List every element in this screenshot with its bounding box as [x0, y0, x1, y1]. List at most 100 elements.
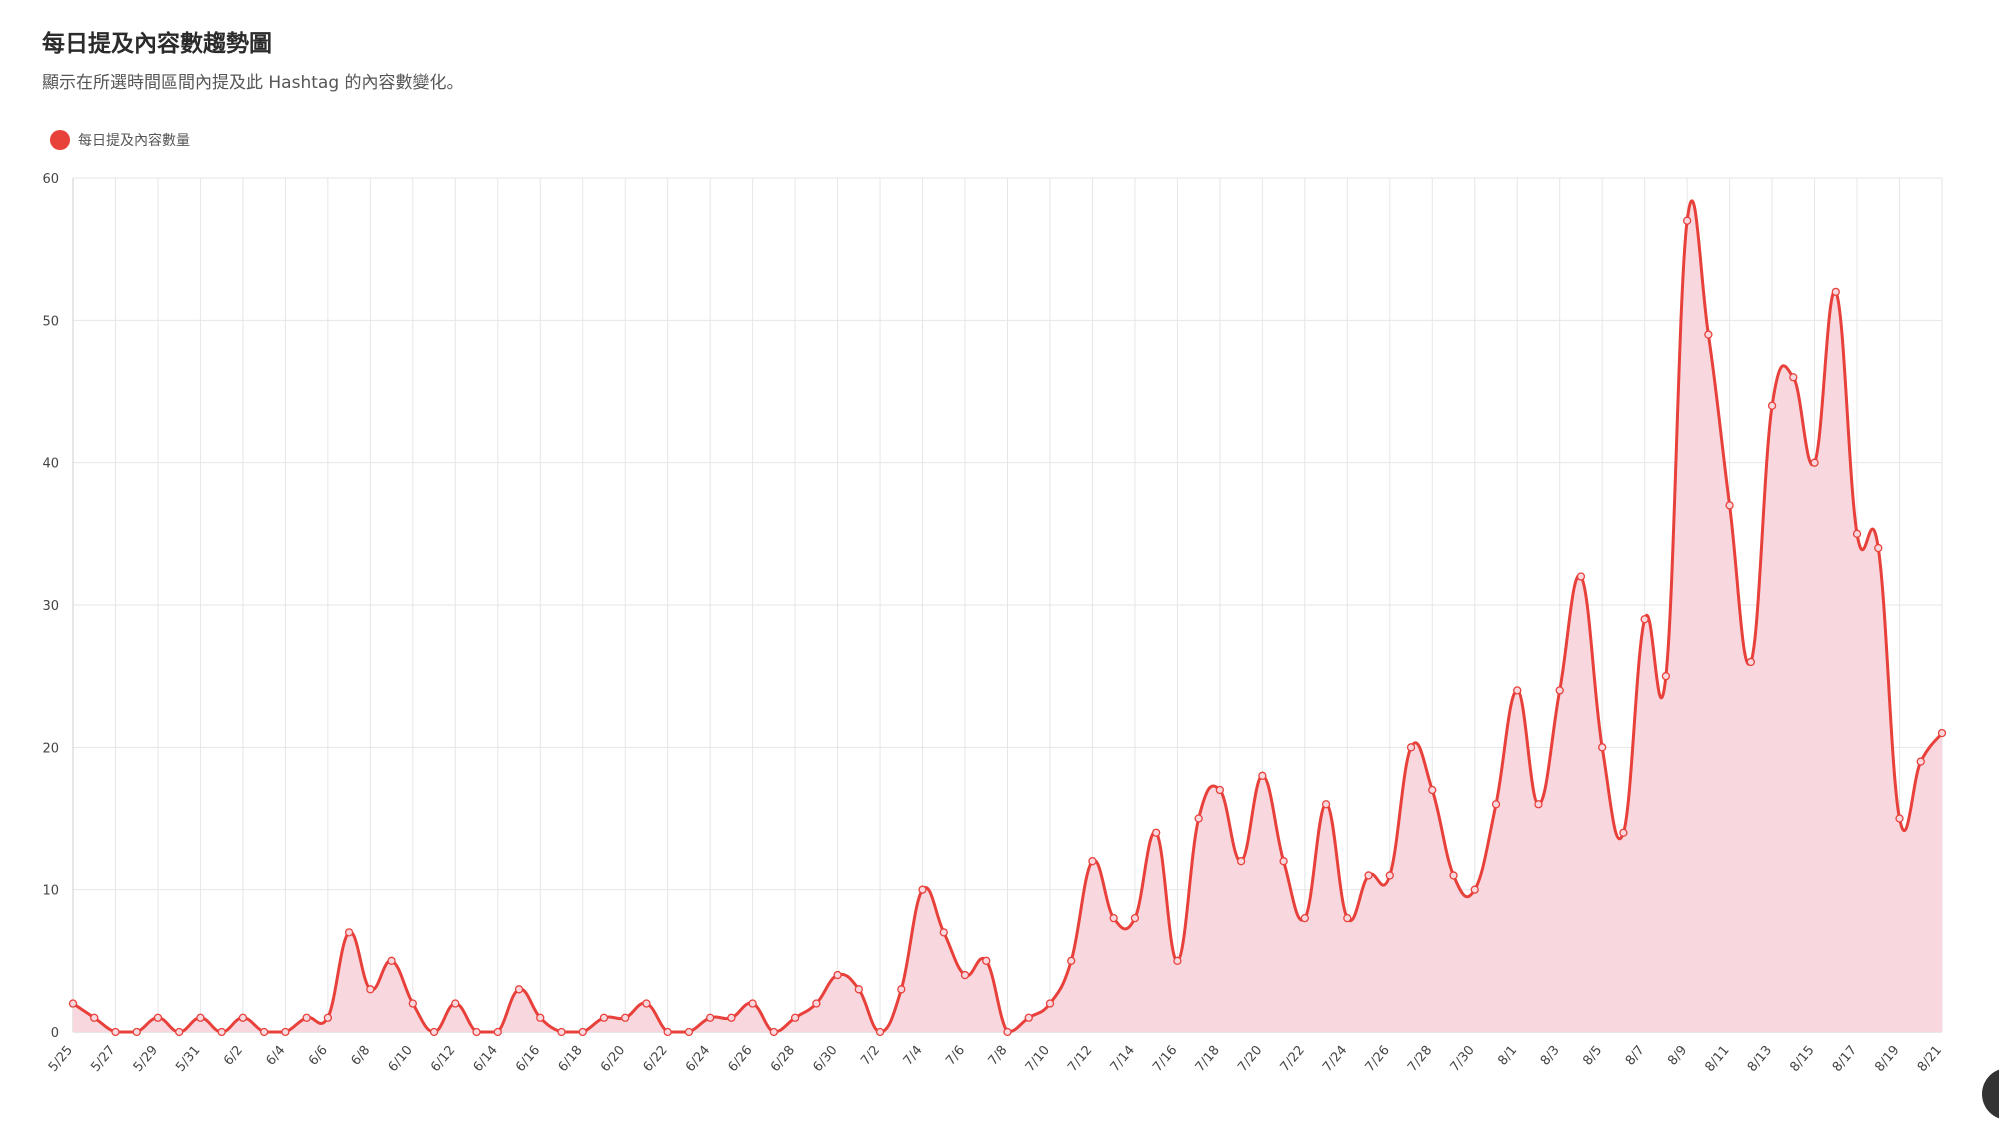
data-point[interactable] [1194, 814, 1203, 823]
data-point[interactable] [1343, 913, 1352, 923]
data-point[interactable] [1534, 800, 1543, 809]
data-point[interactable] [1916, 757, 1925, 766]
data-point[interactable] [387, 956, 396, 965]
data-point[interactable] [557, 1027, 566, 1037]
data-point[interactable] [982, 956, 991, 965]
data-point[interactable] [1109, 913, 1118, 923]
data-point[interactable] [918, 885, 927, 894]
data-point[interactable] [939, 928, 948, 937]
data-point[interactable] [1364, 871, 1373, 880]
chart-legend[interactable]: 每日提及內容數量 [50, 130, 190, 150]
data-point[interactable] [1152, 828, 1161, 837]
data-point[interactable] [1003, 1027, 1012, 1037]
x-tick-label: 6/28 [768, 1043, 798, 1075]
data-point[interactable] [748, 999, 757, 1008]
data-point[interactable] [323, 1013, 333, 1022]
x-tick-label: 8/17 [1830, 1043, 1860, 1075]
x-tick-label: 7/4 [901, 1043, 926, 1069]
data-point[interactable] [1767, 401, 1777, 410]
data-point[interactable] [1491, 800, 1501, 809]
data-point[interactable] [1598, 743, 1607, 752]
data-point[interactable] [1088, 857, 1097, 866]
data-point[interactable] [1173, 956, 1182, 965]
data-point[interactable] [1789, 373, 1798, 382]
data-point[interactable] [366, 985, 375, 994]
data-point[interactable] [536, 1013, 545, 1022]
data-point[interactable] [769, 1027, 779, 1037]
y-tick-label: 10 [42, 884, 59, 899]
data-point[interactable] [344, 928, 354, 937]
data-point[interactable] [281, 1027, 290, 1037]
data-point[interactable] [1024, 1013, 1033, 1022]
data-point[interactable] [1874, 543, 1883, 553]
floating-action-button[interactable] [1982, 1068, 1999, 1120]
data-point[interactable] [196, 1013, 205, 1022]
data-point[interactable] [1576, 572, 1586, 581]
data-point[interactable] [451, 999, 460, 1008]
data-point[interactable] [514, 985, 524, 994]
data-point[interactable] [90, 1013, 99, 1022]
data-point[interactable] [1640, 615, 1649, 624]
data-point[interactable] [790, 1013, 800, 1022]
data-point[interactable] [1831, 287, 1840, 297]
data-point[interactable] [1555, 686, 1564, 695]
data-point[interactable] [1895, 814, 1904, 823]
data-point[interactable] [408, 999, 417, 1008]
data-point[interactable] [1321, 800, 1331, 809]
data-point[interactable] [684, 1027, 694, 1037]
data-point[interactable] [960, 970, 970, 980]
data-point[interactable] [1725, 501, 1734, 510]
data-point[interactable] [1746, 657, 1756, 667]
data-point[interactable] [875, 1027, 885, 1037]
data-point[interactable] [833, 970, 842, 980]
data-point[interactable] [472, 1027, 481, 1037]
data-point[interactable] [1852, 529, 1862, 538]
data-point[interactable] [1470, 885, 1479, 894]
data-point[interactable] [1428, 785, 1437, 795]
data-point[interactable] [663, 1027, 672, 1037]
data-point[interactable] [68, 999, 78, 1008]
data-point[interactable] [302, 1013, 311, 1022]
data-point[interactable] [812, 999, 821, 1008]
data-point[interactable] [1619, 828, 1628, 837]
data-point[interactable] [1661, 672, 1671, 681]
data-point[interactable] [1810, 458, 1819, 467]
data-point[interactable] [1385, 871, 1394, 880]
data-point[interactable] [259, 1027, 269, 1037]
data-point[interactable] [1067, 956, 1076, 965]
x-tick-label: 7/24 [1320, 1043, 1350, 1075]
data-point[interactable] [1682, 216, 1692, 225]
x-tick-label: 7/12 [1065, 1043, 1095, 1075]
data-point[interactable] [727, 1013, 736, 1022]
data-point[interactable] [621, 1013, 630, 1022]
data-point[interactable] [599, 1013, 609, 1022]
x-tick-label: 5/27 [88, 1043, 118, 1075]
data-point[interactable] [175, 1027, 184, 1037]
data-point[interactable] [897, 985, 906, 994]
data-point[interactable] [111, 1027, 120, 1037]
data-point[interactable] [1704, 330, 1713, 339]
data-point[interactable] [1279, 857, 1288, 866]
data-point[interactable] [1449, 871, 1458, 880]
data-point[interactable] [493, 1027, 502, 1037]
data-point[interactable] [1130, 913, 1140, 923]
data-point[interactable] [1258, 771, 1267, 780]
data-point[interactable] [1045, 999, 1055, 1008]
x-tick-label: 7/30 [1448, 1043, 1478, 1075]
data-point[interactable] [238, 1013, 248, 1022]
data-point[interactable] [217, 1027, 226, 1037]
data-point[interactable] [429, 1027, 439, 1037]
data-point[interactable] [1406, 743, 1416, 752]
y-tick-label: 40 [42, 457, 59, 472]
data-point[interactable] [578, 1027, 587, 1037]
data-point[interactable] [854, 985, 863, 994]
data-point[interactable] [132, 1027, 141, 1037]
data-point[interactable] [706, 1013, 715, 1022]
data-point[interactable] [153, 1013, 163, 1022]
data-point[interactable] [642, 999, 651, 1008]
data-point[interactable] [1236, 857, 1246, 866]
data-point[interactable] [1215, 785, 1225, 795]
data-point[interactable] [1937, 728, 1947, 738]
data-point[interactable] [1513, 686, 1522, 695]
data-point[interactable] [1300, 913, 1309, 923]
